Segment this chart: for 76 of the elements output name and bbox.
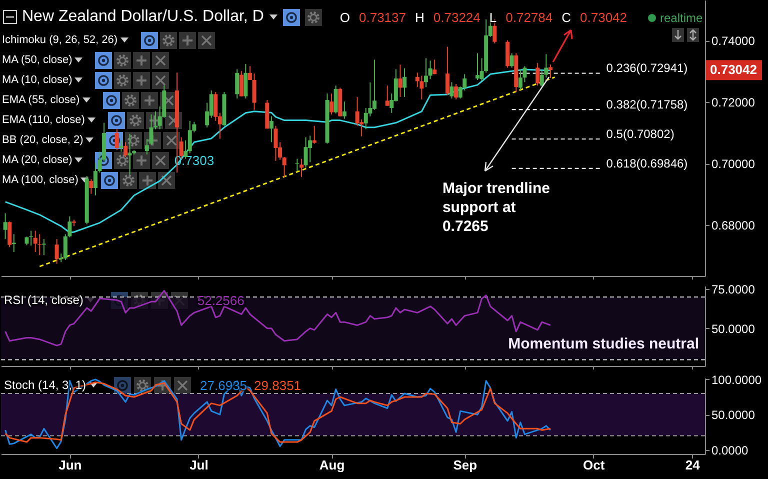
candlestick <box>3 212 8 240</box>
y-tick-label: 0.74000 <box>712 34 756 48</box>
candlestick <box>334 85 338 114</box>
y-tick-label: 100.0000 <box>712 372 762 387</box>
candlestick <box>454 84 458 100</box>
ref-line-label: 0.5(0.70802) <box>606 127 674 142</box>
candlestick <box>154 110 158 130</box>
candlestick <box>372 59 376 110</box>
candlestick <box>123 142 128 158</box>
annotation: MA (50, close) <box>2 54 72 66</box>
y-tick-label: 75.0000 <box>712 282 756 297</box>
candlestick <box>239 70 244 97</box>
text: RSI (14, close) <box>4 293 84 307</box>
candlestick <box>128 133 132 175</box>
candlestick <box>33 230 38 252</box>
annotation: 52.2566 <box>197 292 244 308</box>
candlestick <box>450 82 454 99</box>
x-tick-label: Jun <box>58 458 82 472</box>
x-tick-label: Sep <box>453 458 478 472</box>
y-tick-label: 0.70000 <box>712 157 756 172</box>
annotation: Ichimoku (9, 26, 52, 26) <box>2 34 118 46</box>
annotation: 29.8351 <box>254 378 302 392</box>
candlestick <box>119 140 124 152</box>
chart-title: New Zealand Dollar/U.S. Dollar, D <box>22 8 264 26</box>
candlestick <box>235 68 240 99</box>
candlestick <box>432 59 437 75</box>
annotation: Momentum studies neutral <box>508 336 699 353</box>
ref-line-label: 0.236(0.72941) <box>606 61 688 76</box>
ref-line-label: 0.618(0.69846) <box>606 156 688 170</box>
candlestick <box>385 85 390 106</box>
annotation: EMA (110, close) <box>2 114 85 126</box>
candlestick <box>548 64 552 79</box>
candlestick <box>252 73 256 110</box>
candlestick <box>445 46 450 96</box>
text: O 0.73137 H 0.73224 L 0.72784 C 0.73042 <box>340 10 628 24</box>
candlestick <box>312 125 316 144</box>
candlestick <box>424 58 428 88</box>
y-tick-label: 0.0000 <box>712 443 749 458</box>
candlestick <box>248 66 252 80</box>
candlestick <box>304 136 308 168</box>
annotation: MA (20, close) <box>2 154 72 166</box>
x-tick-label: 24 <box>685 458 701 472</box>
candlestick <box>89 178 94 194</box>
candlestick <box>188 120 192 154</box>
y-tick-label: 50.0000 <box>712 408 756 422</box>
candlestick <box>54 238 59 264</box>
ref-line-label: 0.382(0.71758) <box>606 98 688 112</box>
candlestick <box>330 93 334 115</box>
annotation: MA (100, close) <box>2 174 78 186</box>
x-tick-label: Oct <box>583 458 606 472</box>
annotation: realtime <box>660 11 703 25</box>
y-tick-label: 0.72000 <box>712 96 756 110</box>
candlestick <box>402 68 407 98</box>
candlestick <box>342 101 346 120</box>
candlestick <box>299 158 304 178</box>
annotation: EMA (55, close) <box>2 94 80 106</box>
candlestick <box>114 128 119 151</box>
candlestick <box>428 60 432 80</box>
candlestick <box>42 238 46 256</box>
x-tick-label: Aug <box>319 458 345 472</box>
candlestick <box>274 125 278 162</box>
annotation: BB (20, close, 2) <box>2 134 84 146</box>
annotation: Major trendline support at 0.7265 <box>442 180 550 235</box>
annotation: MA (10, close) <box>2 74 72 86</box>
candlestick <box>398 64 402 98</box>
candlestick <box>510 52 514 68</box>
y-tick-label: 0.68000 <box>712 218 756 233</box>
y-tick-label: 50.0000 <box>712 322 756 336</box>
text: 0.73042 <box>710 62 757 78</box>
candlestick <box>214 92 218 122</box>
candlestick <box>8 221 12 248</box>
candlestick <box>269 116 274 143</box>
x-tick-label: Jul <box>190 458 208 472</box>
candlestick <box>420 75 424 100</box>
candlestick <box>244 64 248 99</box>
candlestick <box>282 156 286 178</box>
